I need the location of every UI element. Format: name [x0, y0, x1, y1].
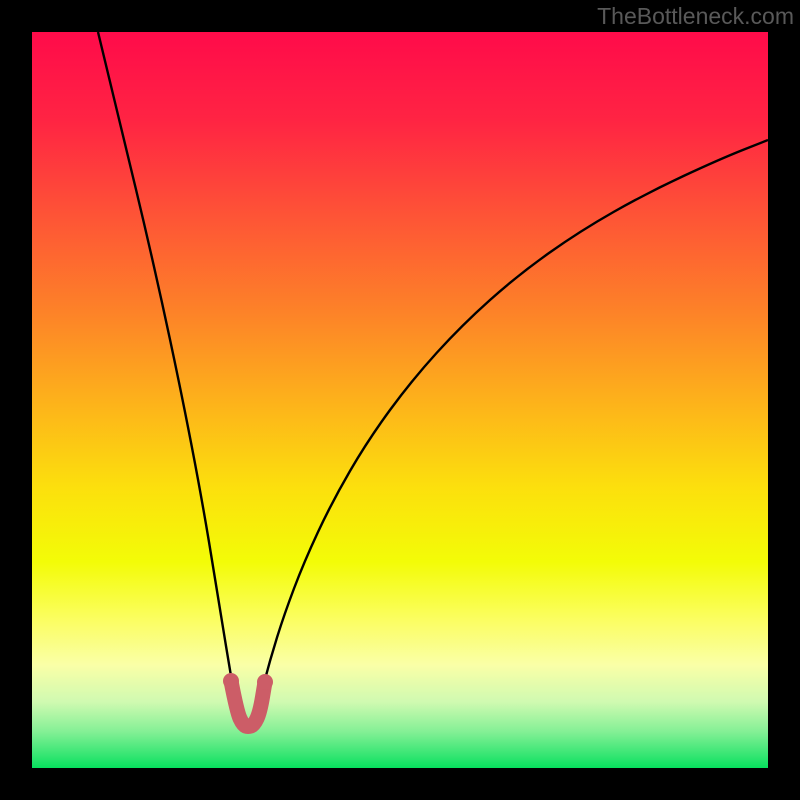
valley-endpoint-right	[257, 674, 273, 690]
curves-overlay	[32, 32, 768, 768]
curve-left	[98, 32, 232, 682]
curve-right	[264, 140, 768, 683]
valley-endpoint-left	[223, 673, 239, 689]
plot-area	[32, 32, 768, 768]
watermark-text: TheBottleneck.com	[597, 3, 794, 30]
